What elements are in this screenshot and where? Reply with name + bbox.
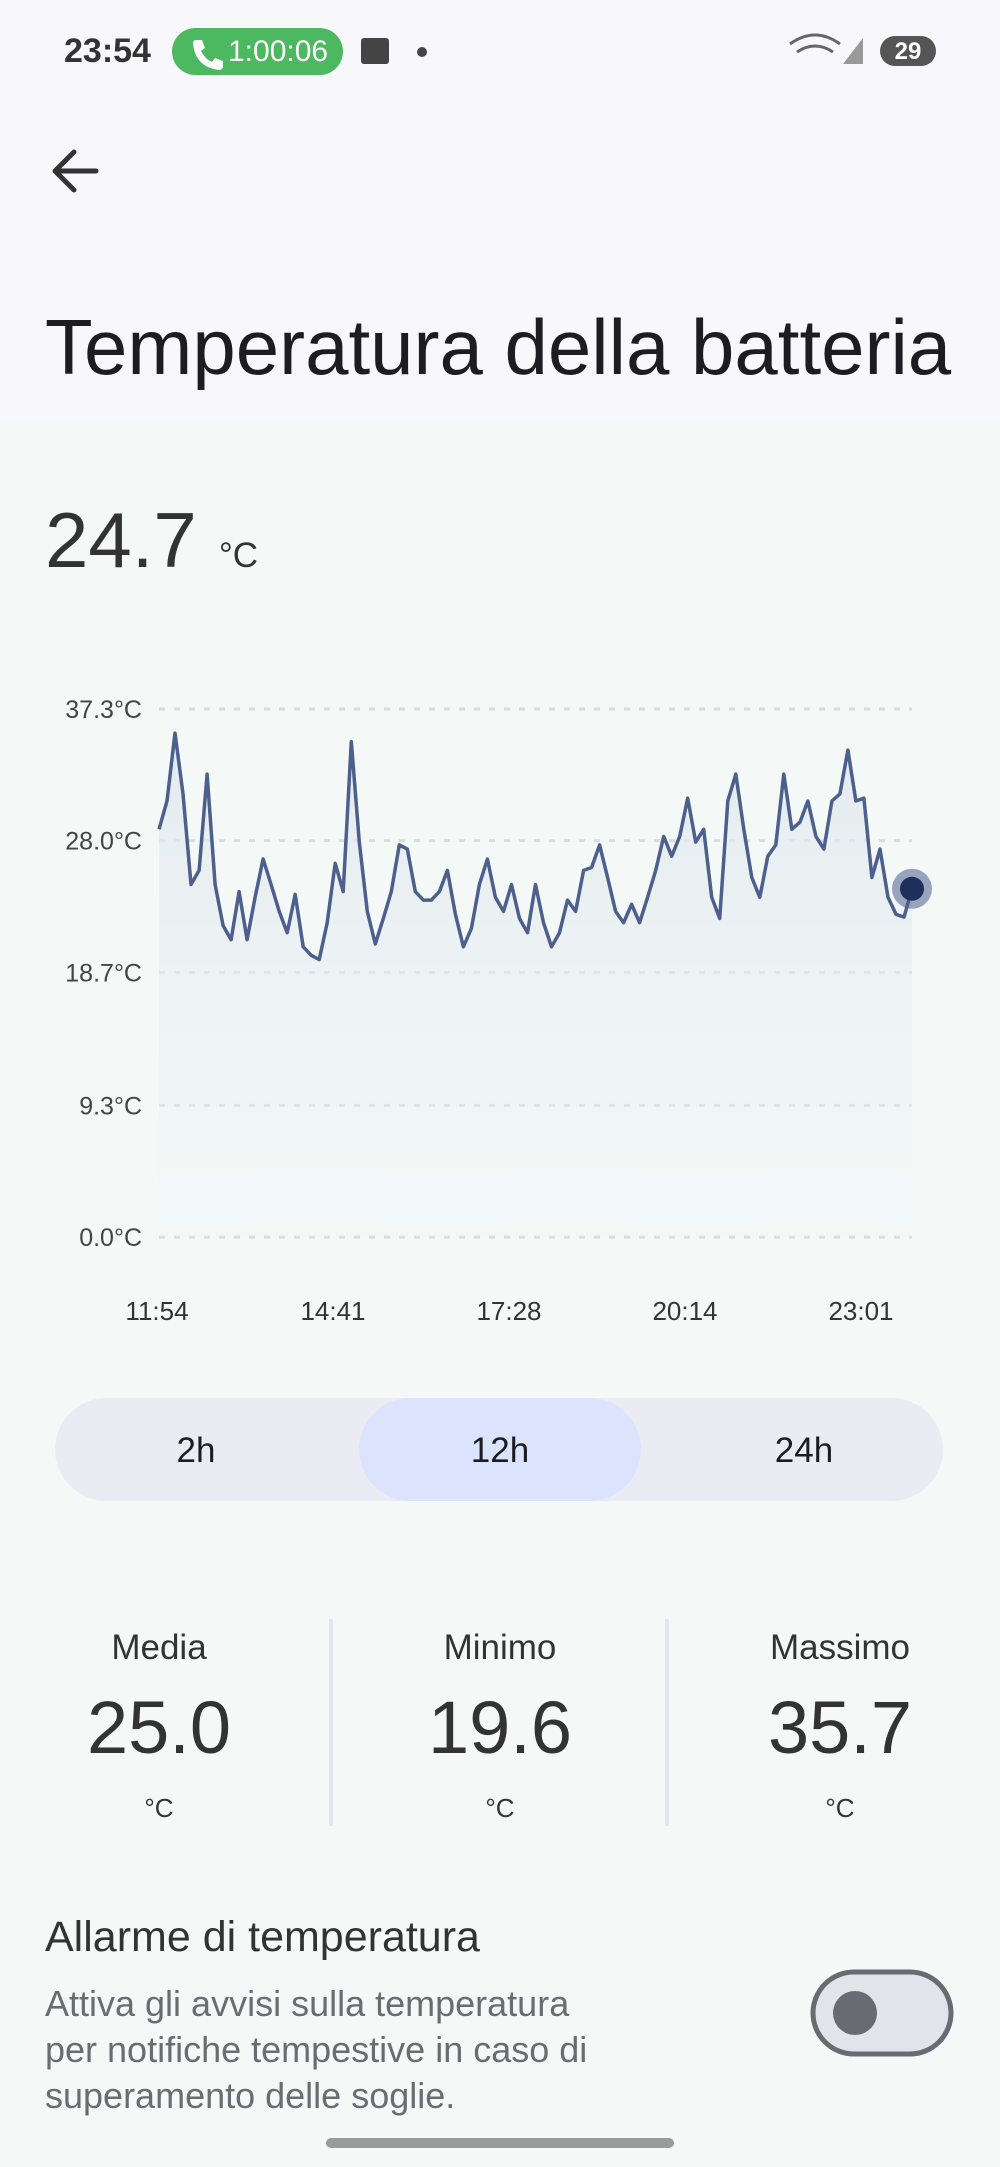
battery-icon bbox=[880, 36, 936, 66]
stat-label: Media bbox=[111, 1628, 207, 1667]
alarm-description: Attiva gli avvisi sulla temperatura per n… bbox=[45, 1983, 587, 2116]
wifi-icon bbox=[789, 33, 841, 54]
back-button[interactable] bbox=[52, 149, 99, 193]
y-tick-label: 28.0°C bbox=[65, 828, 142, 856]
current-unit: °C bbox=[219, 536, 258, 575]
page-title: Temperatura della batteria bbox=[45, 303, 952, 391]
line bbox=[157, 731, 914, 962]
alarm-toggle[interactable] bbox=[810, 1969, 954, 2057]
stat-unit: °C bbox=[825, 1793, 854, 1823]
stat-label: Minimo bbox=[444, 1628, 557, 1667]
chart: 0.0°C 9.3°C 18.7°C 28.0°C 37.3°C 11:54 14:41 17… bbox=[65, 696, 932, 1326]
toggle-thumb bbox=[833, 1991, 877, 2035]
header-bg bbox=[0, 0, 1000, 421]
stat-unit: °C bbox=[144, 1793, 173, 1823]
current-temperature: 24.7 bbox=[45, 496, 197, 584]
y-tick-label: 37.3°C bbox=[65, 696, 142, 724]
stat-value: 25.0 bbox=[87, 1686, 231, 1769]
home-indicator bbox=[326, 2138, 674, 2148]
range-option[interactable]: 24h bbox=[775, 1431, 833, 1470]
area bbox=[159, 733, 912, 1237]
alarm-title: Allarme di temperatura bbox=[45, 1913, 480, 1961]
call-icon bbox=[193, 40, 223, 70]
y-tick-label: 18.7°C bbox=[65, 959, 142, 987]
range-option[interactable]: 2h bbox=[177, 1431, 216, 1470]
range-options: 2h 12h 24h bbox=[177, 1398, 833, 1501]
dot-icon bbox=[417, 47, 427, 57]
call-timer: 1:00:06 bbox=[228, 35, 328, 68]
range-option[interactable]: 12h bbox=[471, 1431, 529, 1470]
y-tick-label: 9.3°C bbox=[79, 1092, 142, 1120]
alarm-description-line: per notifiche tempestive in caso di bbox=[45, 2029, 587, 2070]
stat-label: Massimo bbox=[770, 1628, 910, 1667]
stat-value: 19.6 bbox=[428, 1686, 572, 1769]
alarm-description-line: superamento delle soglie. bbox=[45, 2075, 455, 2116]
content-bg bbox=[0, 421, 1000, 2167]
alarm-description-line: Attiva gli avvisi sulla temperatura bbox=[45, 1983, 570, 2024]
x-tick-label: 11:54 bbox=[125, 1296, 188, 1326]
stats: Media 25.0 °C Minimo 19.6 °C Massimo 35.7 °C bbox=[87, 1628, 912, 1823]
current-point bbox=[900, 876, 924, 901]
battery-level: 29 bbox=[895, 38, 922, 65]
status-time: 23:54 bbox=[64, 32, 151, 70]
x-tick-label: 14:41 bbox=[300, 1296, 365, 1326]
image-icon bbox=[361, 38, 389, 64]
x-tick-label: 20:14 bbox=[652, 1296, 717, 1326]
signal-icon bbox=[843, 38, 863, 64]
stat-unit: °C bbox=[485, 1793, 514, 1823]
x-tick-label: 23:01 bbox=[828, 1296, 893, 1326]
y-tick-label: 0.0°C bbox=[79, 1224, 142, 1252]
range-option-selected[interactable] bbox=[359, 1398, 641, 1501]
stat-value: 35.7 bbox=[768, 1686, 912, 1769]
x-tick-label: 17:28 bbox=[476, 1296, 541, 1326]
